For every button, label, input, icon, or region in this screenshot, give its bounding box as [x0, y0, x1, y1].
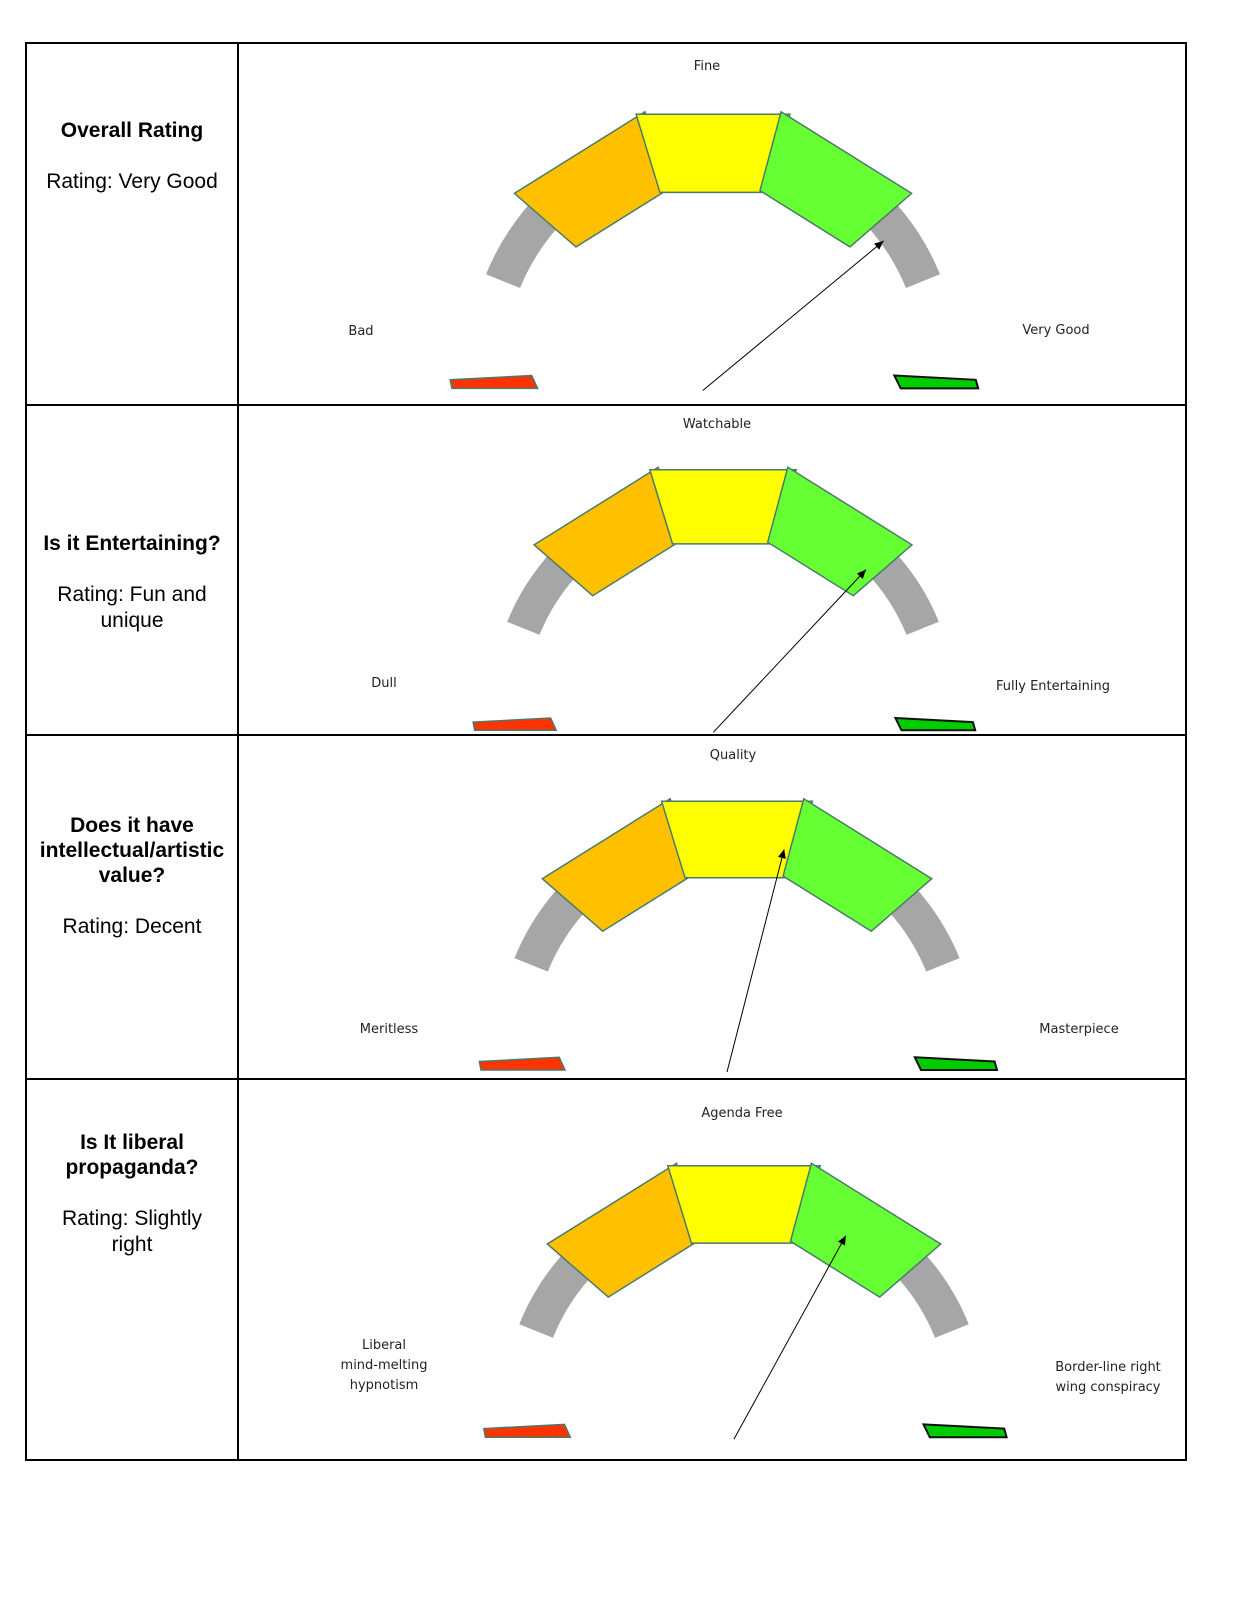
gauge-needle [712, 569, 867, 733]
gauge-label-top: Watchable [683, 417, 751, 432]
gauge-needle-arrowhead [778, 849, 786, 859]
gauge-segment-4 [782, 797, 933, 933]
table-border-left [25, 42, 27, 1461]
criterion-rating: Rating: Slightly right [61, 1207, 203, 1256]
table-row-divider [25, 1078, 1187, 1080]
rating-table: Overall Rating Rating: Very Good Bad Fin… [25, 42, 1187, 1461]
gauge-segment-4 [766, 466, 914, 597]
gauge-needle-arrowhead [874, 240, 884, 250]
gauge-needle-arrowhead [856, 569, 866, 579]
gauge-segment-5 [921, 1423, 1008, 1439]
gauge-needle-arrowhead [838, 1235, 846, 1246]
rating-row-artistic: Does it have intellectual/artistic value… [25, 735, 1187, 1079]
rating-row-entertaining: Is it Entertaining? Rating: Fun and uniq… [25, 405, 1187, 735]
table-row-divider [25, 404, 1187, 406]
gauge-cell: Meritless Quality Masterpiece [239, 735, 1187, 1079]
gauge-needle [726, 849, 785, 1073]
table-row-divider [25, 734, 1187, 736]
gauge-label-right: Masterpiece [1039, 1022, 1118, 1037]
criterion-rating: Rating: Fun and unique [57, 583, 207, 632]
table-border-bottom [25, 1459, 1187, 1461]
gauge-needle [733, 1235, 847, 1440]
criterion-rating: Rating: Very Good [46, 170, 218, 193]
gauge-label-left: Bad [348, 324, 373, 339]
gauge-label-line: Border-line right [1055, 1360, 1161, 1375]
gauge-label-line: mind-melting [341, 1358, 428, 1373]
gauge-needle [702, 240, 884, 391]
criterion-question: Does it have intellectual/artistic value… [39, 814, 225, 887]
gauge-segment-1 [472, 717, 558, 732]
gauge-segment-1 [482, 1423, 572, 1438]
gauge-label-left: Liberal mind-melting hypnotism [341, 1338, 428, 1393]
gauge-label-left: Meritless [360, 1022, 419, 1037]
gauge-label-left: Dull [371, 676, 396, 691]
criterion-question: Overall Rating [60, 119, 204, 142]
table-border-top [25, 42, 1187, 44]
gauge-meter: Bad Fine Very Good [348, 59, 1090, 391]
gauge-label-right: Fully Entertaining [996, 679, 1110, 694]
gauge-cell: Bad Fine Very Good [239, 42, 1187, 405]
rating-row-overall: Overall Rating Rating: Very Good Bad Fin… [25, 42, 1187, 405]
gauge-label-right: Border-line right wing conspiracy [1055, 1360, 1161, 1395]
gauge-meter: Meritless Quality Masterpiece [360, 748, 1119, 1073]
gauge-label-right: Very Good [1022, 323, 1089, 338]
criterion-rating: Rating: Decent [62, 915, 202, 938]
gauge-label-line: hypnotism [350, 1378, 419, 1393]
gauge-segment-1 [478, 1056, 567, 1071]
gauge-segment-4 [759, 110, 913, 248]
gauge-segment-5 [913, 1056, 999, 1071]
table-border-right [1185, 42, 1187, 1461]
gauge-segment-5 [893, 716, 977, 732]
gauge-label-top: Agenda Free [701, 1106, 782, 1121]
gauge-meter: Dull Watchable Fully Entertaining [371, 417, 1110, 733]
gauge-label-line: wing conspiracy [1056, 1380, 1161, 1395]
criterion-cell: Is It liberal propaganda? Rating: Slight… [25, 1079, 239, 1461]
gauge-segment-4 [789, 1162, 942, 1299]
criterion-cell: Does it have intellectual/artistic value… [25, 735, 239, 1079]
table-column-divider [237, 42, 239, 1461]
gauge-segment-5 [892, 374, 980, 390]
gauge-cell: Liberal mind-melting hypnotism Agenda Free… [239, 1079, 1187, 1461]
gauge-meter: Liberal mind-melting hypnotism Agenda Free… [341, 1106, 1161, 1440]
gauge-segment-1 [449, 374, 539, 390]
criterion-cell: Overall Rating Rating: Very Good [25, 42, 239, 405]
gauge-cell: Dull Watchable Fully Entertaining [239, 405, 1187, 735]
criterion-cell: Is it Entertaining? Rating: Fun and uniq… [25, 405, 239, 735]
gauge-label-top: Quality [710, 748, 757, 763]
criterion-question: Is It liberal propaganda? [65, 1131, 199, 1179]
gauge-label-top: Fine [694, 59, 720, 74]
rating-row-propaganda: Is It liberal propaganda? Rating: Slight… [25, 1079, 1187, 1461]
criterion-question: Is it Entertaining? [43, 532, 221, 555]
gauge-label-line: Liberal [362, 1338, 406, 1353]
